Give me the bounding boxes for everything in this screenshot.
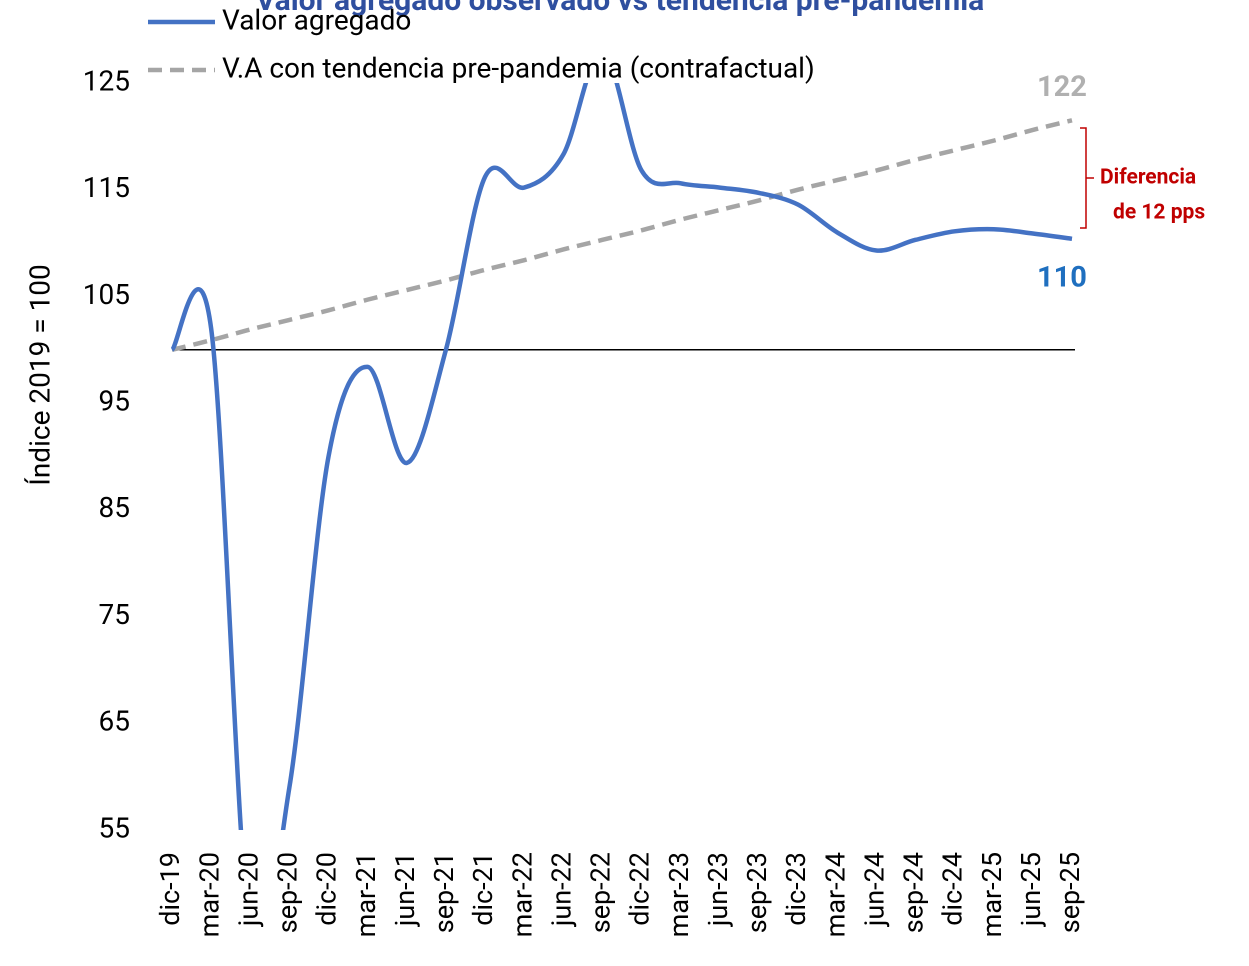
x-tick-label: jun-25 bbox=[1015, 852, 1047, 927]
y-tick-label: 65 bbox=[99, 705, 130, 738]
x-tick-label: mar-23 bbox=[663, 852, 695, 937]
chart-title: Valor agregado observado vs tendencia pr… bbox=[256, 0, 984, 18]
x-tick-label: sep-25 bbox=[1054, 852, 1086, 933]
x-tick-label: sep-20 bbox=[272, 852, 304, 933]
x-tick-label: mar-20 bbox=[193, 852, 225, 937]
y-tick-label: 125 bbox=[83, 64, 130, 97]
y-tick-label: 55 bbox=[99, 811, 130, 844]
x-tick-label: mar-21 bbox=[350, 852, 382, 937]
data-label: 122 bbox=[1037, 70, 1087, 104]
legend-label: Valor agregado bbox=[222, 3, 411, 36]
x-tick-label: dic-24 bbox=[937, 852, 969, 926]
x-tick-label: dic-23 bbox=[780, 852, 812, 926]
y-tick-label: 85 bbox=[99, 491, 130, 524]
y-tick-label: 75 bbox=[99, 598, 130, 631]
annotation: de 12 pps bbox=[1113, 201, 1205, 225]
x-tick-label: jun-21 bbox=[389, 852, 421, 927]
series-line bbox=[170, 83, 1073, 830]
x-tick-label: dic-21 bbox=[467, 852, 499, 926]
y-tick-label: 115 bbox=[83, 171, 130, 204]
bracket bbox=[1080, 127, 1094, 229]
legend-label: V.A con tendencia pre-pandemia (contrafa… bbox=[222, 51, 815, 84]
x-tick-label: jun-24 bbox=[858, 852, 890, 927]
x-tick-label: sep-24 bbox=[898, 852, 930, 933]
y-tick-label: 105 bbox=[83, 278, 130, 311]
x-tick-label: sep-23 bbox=[741, 852, 773, 933]
x-tick-label: sep-22 bbox=[585, 852, 617, 933]
x-tick-label: sep-21 bbox=[428, 852, 460, 933]
x-tick-label: mar-22 bbox=[506, 852, 538, 937]
x-tick-label: jun-23 bbox=[702, 852, 734, 927]
series-line bbox=[171, 118, 1073, 352]
x-tick-label: dic-20 bbox=[311, 852, 343, 926]
x-tick-label: mar-24 bbox=[819, 852, 851, 937]
x-tick-label: dic-19 bbox=[154, 852, 186, 926]
x-tick-label: dic-22 bbox=[624, 852, 656, 926]
y-tick-label: 95 bbox=[99, 385, 130, 418]
x-tick-label: jun-20 bbox=[232, 852, 264, 927]
plot-area bbox=[170, 83, 1073, 830]
y-axis-label: Índice 2019 = 100 bbox=[23, 264, 56, 486]
x-tick-label: mar-25 bbox=[976, 852, 1008, 937]
data-label: 110 bbox=[1037, 260, 1087, 294]
annotation: Diferencia bbox=[1100, 166, 1196, 190]
x-tick-label: jun-22 bbox=[545, 852, 577, 927]
